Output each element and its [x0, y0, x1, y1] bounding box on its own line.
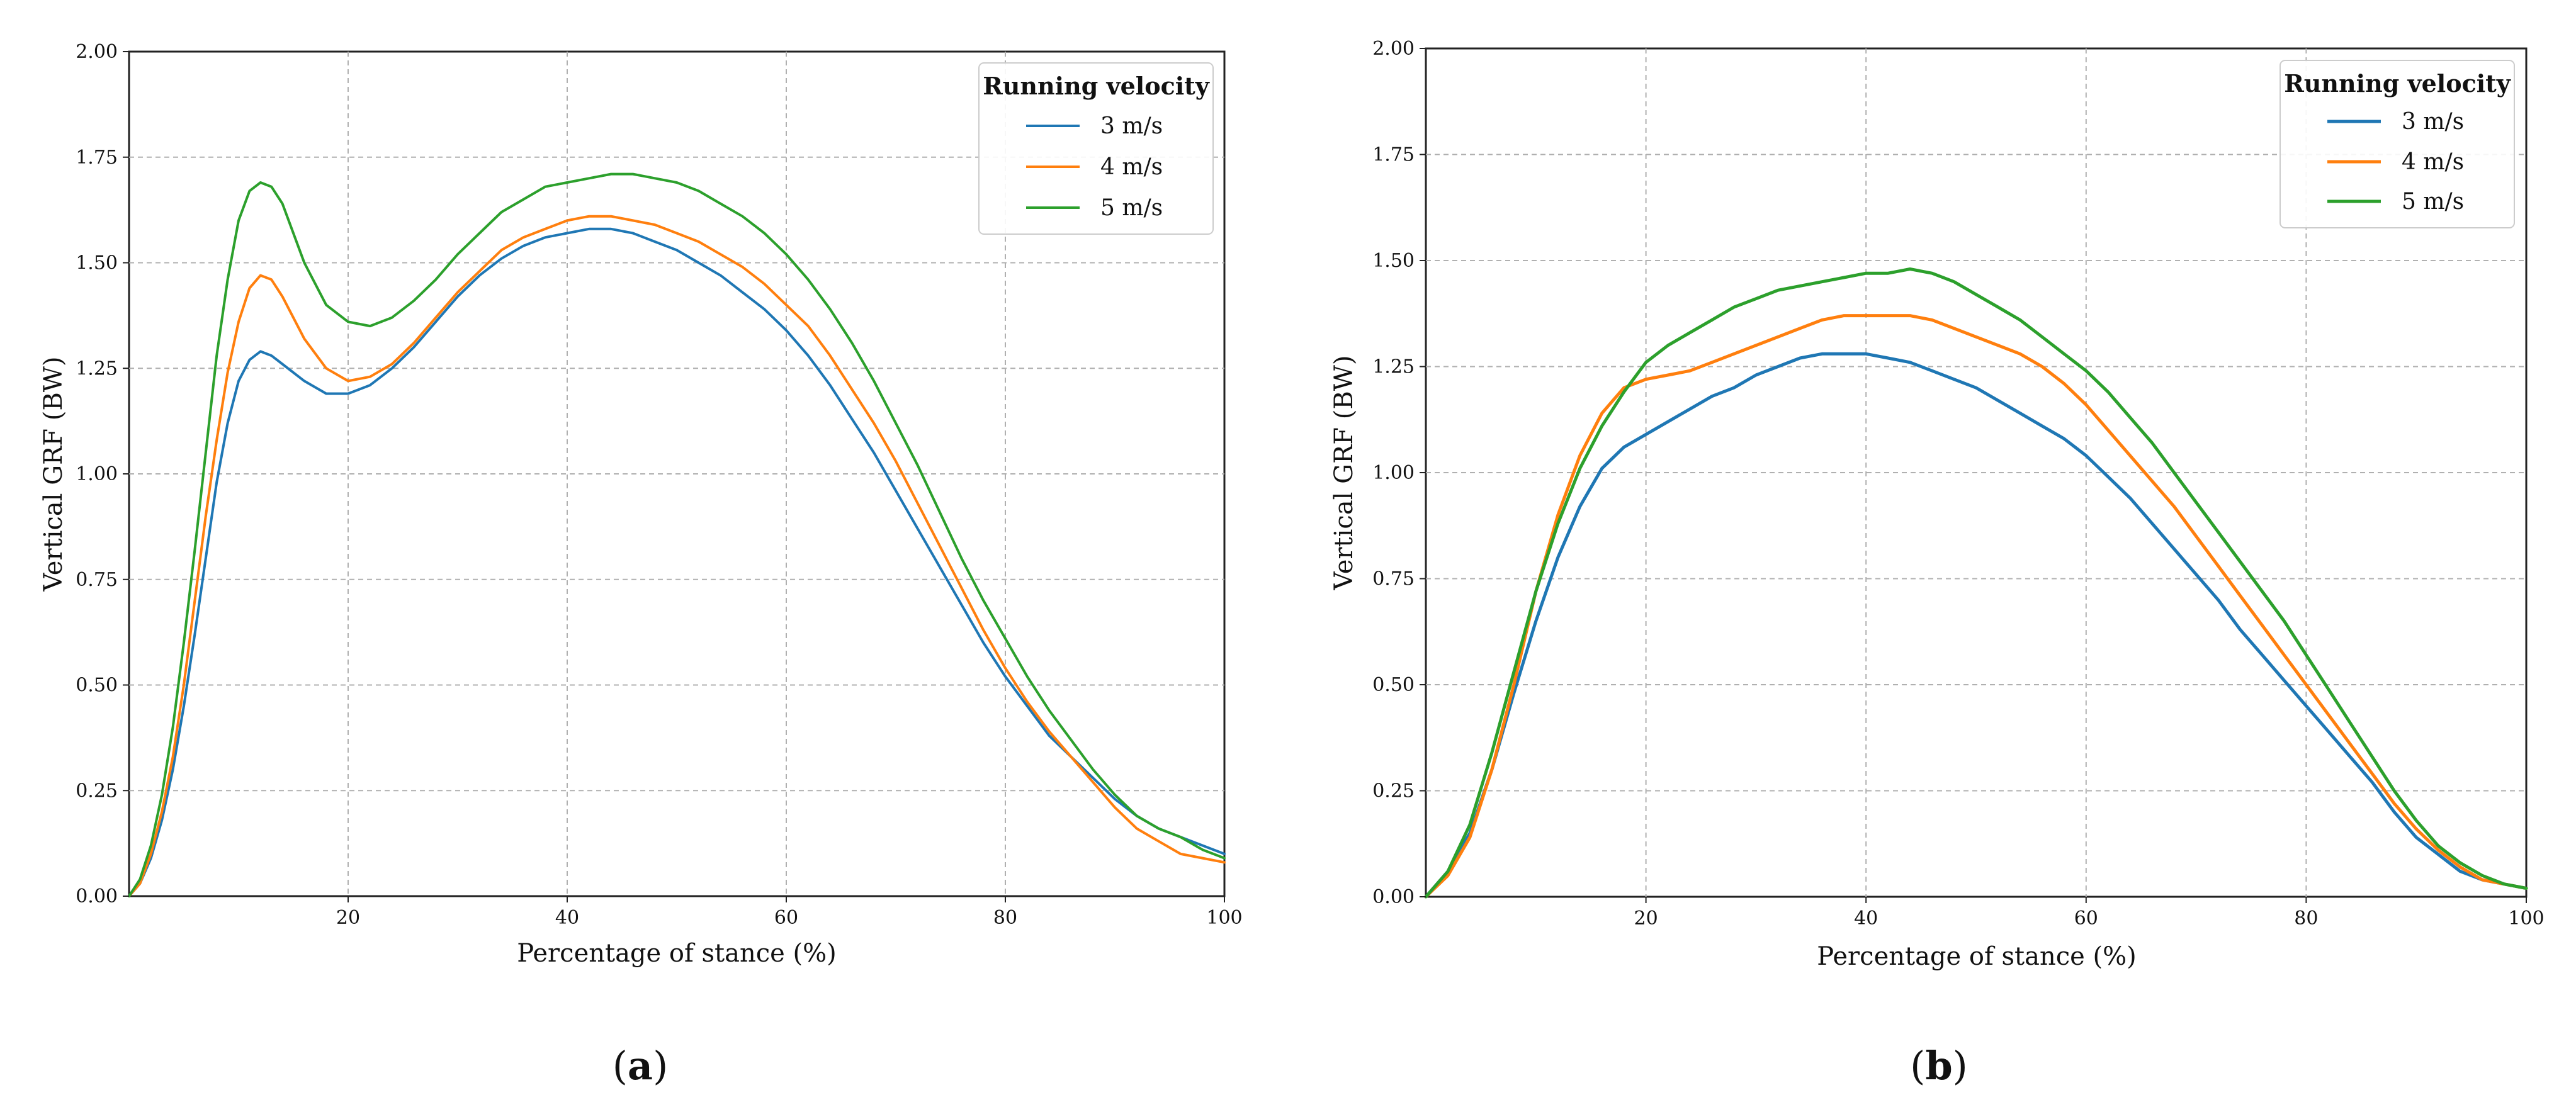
y-tick-label: 1.50	[1372, 250, 1415, 272]
series-line-5-m-s	[1424, 267, 2528, 899]
plot-area: 20 40 60 80 100 0.00 0.25 0.50 0.75 1.00 1.25 1.50…	[1372, 38, 2544, 929]
y-tick-label: 1.75	[1372, 144, 1415, 166]
x-tick-label: 40	[555, 907, 579, 929]
legend-label: 5 m/s	[2402, 189, 2464, 215]
y-tick-label: 1.00	[76, 463, 118, 485]
legend-entry: 5 m/s	[2327, 189, 2464, 215]
panel-label: (a)	[613, 1043, 669, 1089]
series-line-5-m-s	[128, 172, 1226, 897]
panel-label-letter: b	[1925, 1043, 1952, 1089]
x-tick-label: 100	[1206, 907, 1242, 929]
panel-b: 20 40 60 80 100 0.00 0.25 0.50 0.75 1.00 1.25 1.50…	[1330, 38, 2545, 1089]
legend: Running velocity 3 m/s 4 m/s 5 m/s	[2279, 60, 2515, 228]
y-tick-label: 2.00	[1372, 38, 1415, 60]
x-gridlines	[1645, 48, 2307, 897]
y-tick-label: 0.25	[76, 780, 118, 802]
legend-entry: 4 m/s	[2327, 149, 2464, 175]
y-tick-label: 1.00	[1372, 462, 1415, 484]
y-tick-label: 0.50	[1372, 674, 1415, 696]
y-tick-label: 1.25	[1372, 356, 1415, 378]
legend: Running velocity 3 m/s 4 m/s 5 m/s	[978, 62, 1214, 235]
series-line-4-m-s	[128, 215, 1226, 897]
y-gridlines	[1426, 154, 2526, 792]
y-tick-label: 1.75	[76, 147, 118, 169]
panel-label: (b)	[1910, 1043, 1968, 1089]
legend-entry: 4 m/s	[1026, 154, 1163, 180]
series-line-3-m-s	[1424, 352, 2528, 899]
x-tick-label: 60	[774, 907, 798, 929]
legend-entry: 3 m/s	[2327, 109, 2464, 135]
x-tick-label: 100	[2508, 907, 2544, 929]
x-tick-label: 60	[2074, 907, 2098, 929]
x-axis-title: Percentage of stance (%)	[1817, 942, 2136, 971]
panel-label-letter: a	[628, 1043, 653, 1089]
legend-box	[978, 62, 1214, 235]
y-tick-label: 0.00	[76, 885, 118, 907]
y-axis-title: Vertical GRF (BW)	[1330, 356, 1359, 591]
y-tick-label: 0.75	[76, 569, 118, 591]
y-tick-label: 2.00	[76, 41, 118, 63]
x-tick-label: 80	[2294, 907, 2318, 929]
x-axis-ticks: 20 40 60 80 100	[1634, 897, 2545, 929]
legend-title: Running velocity	[2284, 69, 2511, 98]
legend-title: Running velocity	[983, 72, 1209, 100]
panel-label-close-paren: )	[1953, 1043, 1968, 1089]
y-tick-label: 0.00	[1372, 886, 1415, 908]
x-axis-ticks: 20 40 60 80 100	[336, 896, 1243, 929]
x-tick-label: 40	[1854, 907, 1878, 929]
y-axis-ticks: 0.00 0.25 0.50 0.75 1.00 1.25 1.50 1.75 2.00	[76, 41, 129, 907]
legend-box	[2279, 60, 2515, 228]
panel-label-close-paren: )	[653, 1043, 668, 1089]
x-tick-label: 20	[1634, 907, 1658, 929]
x-tick-label: 80	[993, 907, 1017, 929]
legend-entry: 3 m/s	[1026, 113, 1163, 139]
panel-a: 20 40 60 80 100 0.00 0.25 0.50 0.75 1.00 1.25 1.50…	[39, 41, 1243, 1089]
series-lines	[1424, 267, 2528, 899]
series-line-4-m-s	[1424, 314, 2528, 899]
y-gridlines	[129, 156, 1224, 792]
series-lines	[128, 172, 1226, 897]
plot-area: 20 40 60 80 100 0.00 0.25 0.50 0.75 1.00 1.25 1.50…	[76, 41, 1242, 929]
legend-label: 5 m/s	[1100, 195, 1163, 221]
legend-label: 4 m/s	[1100, 154, 1163, 180]
series-line-3-m-s	[128, 227, 1226, 897]
legend-label: 3 m/s	[1100, 113, 1163, 139]
y-axis-title: Vertical GRF (BW)	[39, 357, 68, 592]
y-tick-label: 0.50	[76, 675, 118, 697]
y-tick-label: 1.50	[76, 252, 118, 274]
panel-label-open-paren: (	[1910, 1043, 1925, 1089]
y-tick-label: 0.25	[1372, 780, 1415, 802]
x-axis-title: Percentage of stance (%)	[517, 939, 836, 968]
x-tick-label: 20	[336, 907, 360, 929]
legend-entry: 5 m/s	[1026, 195, 1163, 221]
y-axis-ticks: 0.00 0.25 0.50 0.75 1.00 1.25 1.50 1.75 2.00	[1372, 38, 1426, 908]
legend-label: 3 m/s	[2402, 109, 2464, 135]
y-tick-label: 1.25	[76, 357, 118, 379]
panel-label-open-paren: (	[613, 1043, 628, 1089]
legend-label: 4 m/s	[2402, 149, 2464, 175]
y-tick-label: 0.75	[1372, 568, 1415, 590]
